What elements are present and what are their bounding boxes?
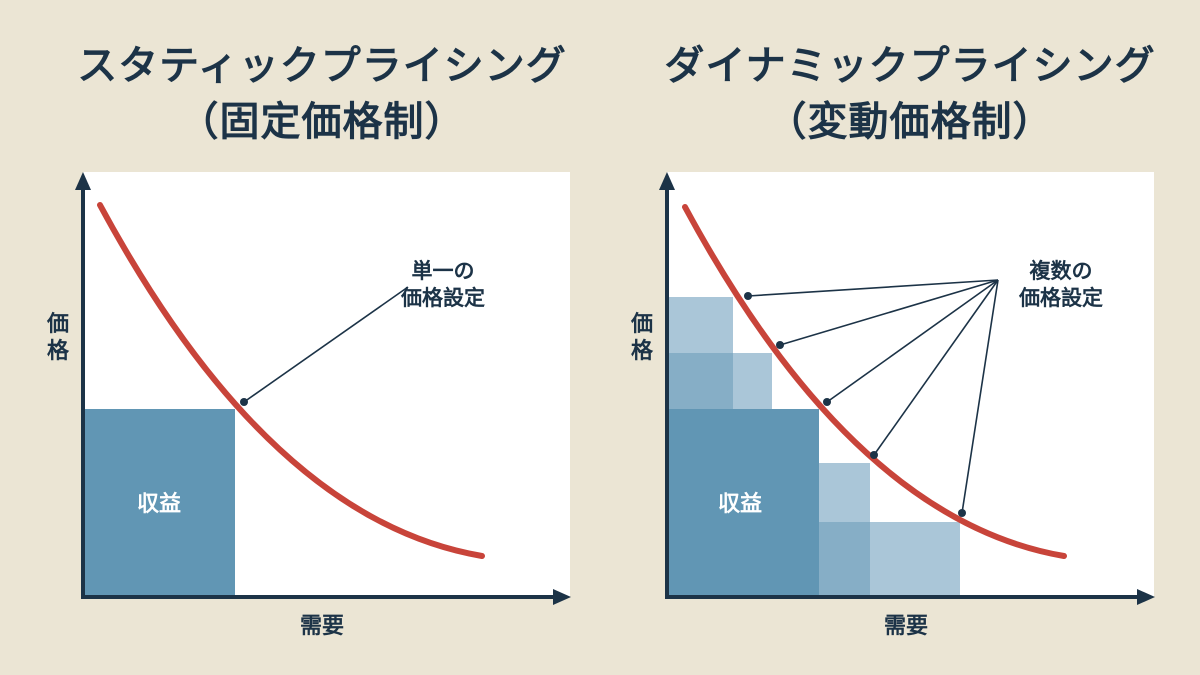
right-demand-curve [682,204,1067,559]
left-callout-line [243,286,409,403]
right-price-point-4 [870,451,878,459]
right-price-point-3 [823,398,831,406]
right-x-axis-arrow [1137,589,1155,605]
right-callout-line2: 価格設定 [1018,286,1103,310]
dynamic-pricing-title-line2: （変動価格制） [766,99,1054,145]
right-y-axis-label-char2: 格 [631,338,654,364]
left-callout-line1: 単一の [412,259,475,283]
right-callout-line1: 複数の [1029,259,1093,283]
dynamic-pricing-chart: 収益 複数の 価格設定 価 格 需要 [630,172,1155,639]
left-demand-curve [97,202,485,559]
right-revenue-step-1-light [667,297,733,353]
right-price-point-1 [744,292,752,300]
right-price-point-5 [958,509,966,517]
right-revenue-base [667,409,819,597]
left-x-axis-arrow [553,589,571,605]
right-callout-line-2 [779,279,999,346]
right-callout-line-4 [873,279,999,456]
left-callout-line2: 価格設定 [400,286,485,310]
right-x-axis-label: 需要 [884,614,928,639]
right-revenue-step-2-light [733,353,772,409]
right-revenue-step-4-mid [819,522,870,597]
left-y-axis-label-char2: 格 [47,338,70,364]
left-y-axis-arrow [75,172,91,190]
right-y-axis-arrow [659,172,675,190]
right-revenue-step-4-light [819,463,870,522]
right-price-point-2 [776,341,784,349]
left-y-axis-label-char1: 価 [46,312,69,337]
right-y-axis-label-char1: 価 [630,312,653,337]
left-price-point [240,398,248,406]
right-callout-line-5 [961,279,999,514]
static-pricing-title-line2: （固定価格制） [178,99,466,145]
right-callout-line-1 [747,279,999,297]
right-revenue-label: 収益 [718,491,762,517]
right-callout-lines [747,279,999,514]
right-revenue-step-1-mid [667,353,733,409]
right-revenue-step-5-light [870,522,960,597]
left-x-axis-label: 需要 [300,614,344,639]
dynamic-pricing-title-line1: ダイナミックプライシング [664,43,1156,89]
dynamic-pricing-title: ダイナミックプライシング （変動価格制） [650,38,1170,150]
right-callout-line-3 [826,279,999,403]
static-pricing-chart: 収益 単一の 価格設定 価 格 需要 [46,172,571,639]
static-pricing-title: スタティックプライシング （固定価格制） [62,38,582,150]
left-revenue-area [83,409,235,597]
left-revenue-label: 収益 [137,491,181,517]
static-pricing-title-line1: スタティックプライシング [77,43,567,89]
